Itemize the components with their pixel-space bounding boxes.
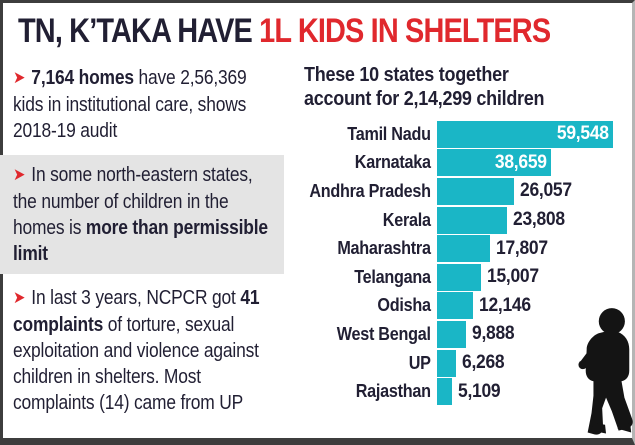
bar bbox=[437, 349, 456, 377]
bar-label: UP bbox=[408, 352, 431, 373]
chart-row: West Bengal 9,888 bbox=[294, 320, 635, 349]
bullet-text: ➤ 7,164 homes have 2,56,369 kids in insti… bbox=[13, 65, 279, 144]
bullet-ncpcr-complaints: ➤ In last 3 years, NCPCR got 41 complaint… bbox=[13, 285, 280, 416]
bar-value: 26,057 bbox=[520, 180, 572, 202]
chart-row: Odisha 12,146 bbox=[294, 292, 635, 321]
bullet-before: In last 3 years, NCPCR got bbox=[31, 287, 241, 309]
red-arrow-icon: ➤ bbox=[13, 68, 26, 87]
bar bbox=[437, 378, 453, 406]
chart-row: Rajasthan 5,109 bbox=[294, 377, 635, 406]
bar-value: 5,109 bbox=[458, 380, 501, 402]
bullet-northeast-limit: ➤ In some north-eastern states, the numbe… bbox=[0, 155, 284, 274]
bar-label: Karnataka bbox=[354, 152, 431, 173]
bar-track: 12,146 bbox=[437, 292, 613, 320]
bar-track: 15,007 bbox=[437, 263, 613, 291]
headline: TN, K’TAKA HAVE 1L KIDS IN SHELTERS bbox=[3, 3, 632, 55]
chart-row: Maharashtra 17,807 bbox=[294, 234, 635, 263]
chart-row: Telangana 15,007 bbox=[294, 263, 635, 292]
bar-value: 23,808 bbox=[513, 209, 566, 231]
bar bbox=[437, 177, 514, 205]
chart-row: Andhra Pradesh 26,057 bbox=[294, 177, 635, 206]
bar-track: 26,057 bbox=[437, 177, 613, 205]
bar-value: 6,268 bbox=[461, 352, 505, 374]
chart-row: Karnataka 38,659 bbox=[294, 149, 635, 178]
chart-title: These 10 states together account for 2,1… bbox=[304, 63, 635, 111]
bar-track: 38,659 bbox=[437, 149, 613, 177]
bar-label: Tamil Nadu bbox=[347, 123, 431, 144]
bar-label: West Bengal bbox=[336, 323, 431, 344]
bar-track: 9,888 bbox=[437, 320, 613, 348]
chart-column: These 10 states together account for 2,1… bbox=[284, 55, 635, 441]
bar-value: 9,888 bbox=[472, 323, 515, 345]
chart-title-line1: These 10 states together bbox=[304, 64, 509, 86]
bar bbox=[437, 235, 490, 263]
bar-label: Rajasthan bbox=[355, 381, 431, 402]
bar-label: Maharashtra bbox=[337, 238, 431, 259]
bar: 59,548 bbox=[437, 120, 613, 148]
headline-red-text: 1L KIDS IN SHELTERS bbox=[259, 12, 551, 50]
content-columns: ➤ 7,164 homes have 2,56,369 kids in insti… bbox=[0, 55, 635, 441]
bar-track: 6,268 bbox=[437, 349, 613, 377]
bar-value: 12,146 bbox=[478, 294, 531, 316]
bullet-strong: 7,164 homes bbox=[31, 67, 134, 89]
bar bbox=[437, 206, 508, 234]
chart-row: Tamil Nadu 59,548 bbox=[294, 120, 635, 149]
bar-value: 38,659 bbox=[494, 151, 547, 173]
bar-label: Telangana bbox=[354, 266, 431, 287]
bullet-column: ➤ 7,164 homes have 2,56,369 kids in insti… bbox=[0, 55, 284, 441]
bar-rows: Tamil Nadu 59,548 Karnataka 38,659 Andhra Pr… bbox=[294, 120, 635, 406]
bullet-before: In some north-eastern states, the number… bbox=[13, 164, 253, 239]
chart-row: Kerala 23,808 bbox=[294, 206, 635, 235]
bar-label: Andhra Pradesh bbox=[309, 180, 431, 201]
bar-track: 5,109 bbox=[437, 378, 613, 406]
bullet-strong: more than permissible limit bbox=[13, 217, 268, 265]
chart-title-line2: account for 2,14,299 children bbox=[304, 88, 545, 110]
bar-value: 59,548 bbox=[556, 123, 609, 145]
bullet-text: ➤ In last 3 years, NCPCR got 41 complaint… bbox=[13, 285, 279, 416]
bar-track: 59,548 bbox=[437, 120, 613, 148]
bar bbox=[437, 263, 482, 291]
bullet-after: have 2,56,369 kids in institutional care… bbox=[13, 67, 247, 142]
bar-track: 17,807 bbox=[437, 235, 613, 263]
red-arrow-icon: ➤ bbox=[13, 288, 26, 307]
bullet-after: of torture, sexual exploitation and viol… bbox=[13, 314, 259, 414]
red-arrow-icon: ➤ bbox=[13, 165, 26, 184]
bar-label: Kerala bbox=[382, 209, 431, 230]
child-silhouette-icon bbox=[578, 308, 633, 435]
bullet-text: ➤ In some north-eastern states, the numbe… bbox=[13, 162, 279, 267]
bar: 38,659 bbox=[437, 149, 552, 177]
bullet-strong: 41 complaints bbox=[13, 287, 260, 336]
bullet-homes-audit: ➤ 7,164 homes have 2,56,369 kids in insti… bbox=[13, 65, 280, 144]
headline-dark-text: TN, K’TAKA HAVE bbox=[18, 12, 260, 50]
bar-value: 15,007 bbox=[487, 266, 540, 288]
bar bbox=[437, 320, 467, 348]
bar-value: 17,807 bbox=[495, 237, 548, 259]
bar bbox=[437, 292, 473, 320]
bar-label: Odisha bbox=[377, 295, 431, 316]
chart-row: UP 6,268 bbox=[294, 349, 635, 378]
bar-track: 23,808 bbox=[437, 206, 613, 234]
